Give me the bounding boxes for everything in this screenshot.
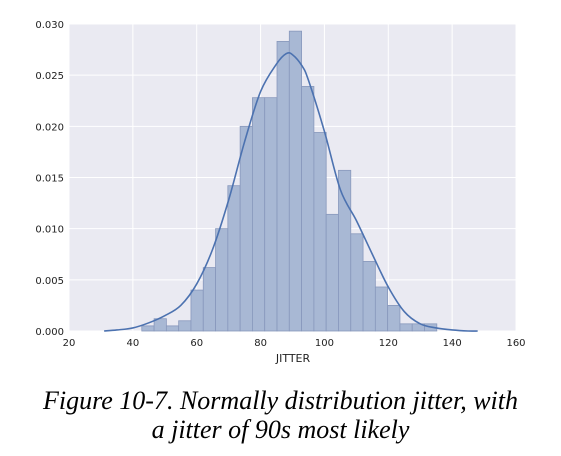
y-tick-label: 0.025 — [35, 71, 64, 82]
y-tick-label: 0.015 — [35, 174, 64, 185]
figure-caption: Figure 10-7. Normally distribution jitte… — [0, 386, 561, 444]
histogram-bars — [141, 30, 438, 332]
x-tick-label: 140 — [443, 338, 462, 349]
x-tick-label: 100 — [315, 338, 334, 349]
histogram-bar — [141, 325, 155, 332]
y-tick-label: 0.010 — [35, 225, 64, 236]
histogram-bar — [387, 305, 401, 332]
histogram-bar — [313, 132, 327, 332]
y-tick-label: 0.030 — [35, 20, 64, 31]
histogram-bar — [165, 325, 180, 332]
histogram-bar — [338, 169, 352, 332]
histogram-bar — [227, 185, 241, 332]
histogram-bar — [252, 97, 266, 332]
y-tick-label: 0.020 — [35, 122, 64, 133]
histogram-chart: 20 40 60 80 100 120 140 160 0.000 0.005 0.010 0.01… — [35, 20, 526, 365]
x-tick-label: 20 — [63, 338, 76, 349]
x-tick-label: 80 — [254, 338, 267, 349]
histogram-bar — [215, 228, 229, 332]
histogram-bar — [374, 286, 389, 332]
histogram-bar — [190, 289, 204, 332]
x-tick-label: 120 — [379, 338, 398, 349]
caption-line-1: Figure 10-7. Normally distribution jitte… — [43, 386, 518, 415]
histogram-bar — [239, 125, 253, 332]
x-tick-label: 160 — [506, 338, 525, 349]
y-tick-label: 0.005 — [35, 276, 64, 287]
caption-line-2: a jitter of 90s most likely — [151, 415, 410, 444]
histogram-bar — [288, 30, 302, 332]
histogram-bar — [276, 40, 290, 332]
x-tick-label: 40 — [126, 338, 139, 349]
histogram-bar — [350, 233, 364, 332]
histogram-bar — [301, 86, 315, 332]
histogram-bar — [178, 320, 192, 332]
kde-curve — [104, 51, 478, 332]
x-axis-label: JITTER — [275, 352, 311, 365]
histogram-bar — [362, 261, 376, 332]
y-tick-label: 0.000 — [35, 327, 64, 338]
histogram-bar — [264, 97, 278, 332]
histogram-bar — [325, 213, 339, 332]
y-tick-labels: 0.000 0.005 0.010 0.015 0.020 0.025 0.030 — [35, 20, 64, 338]
histogram-bar — [399, 323, 413, 332]
histogram-bar — [202, 267, 216, 332]
x-tick-labels: 20 40 60 80 100 120 140 160 — [63, 338, 526, 349]
x-tick-label: 60 — [190, 338, 203, 349]
